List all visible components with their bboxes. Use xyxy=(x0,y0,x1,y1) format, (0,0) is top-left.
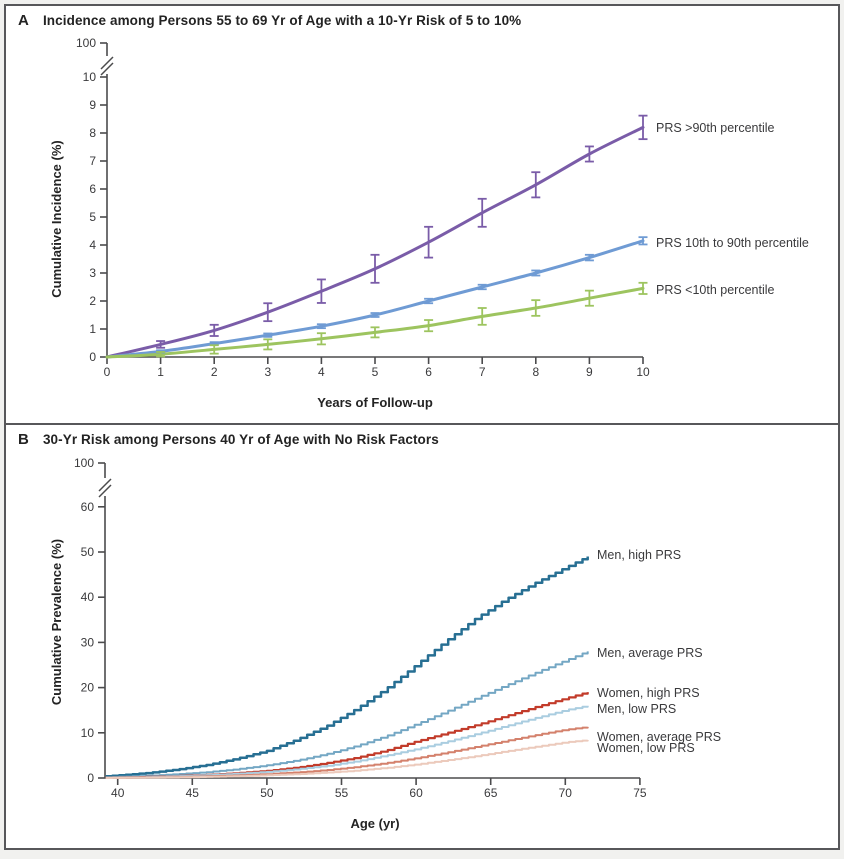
x-tick-label: 10 xyxy=(636,365,650,379)
x-tick-label: 1 xyxy=(157,365,164,379)
y-tick-label: 30 xyxy=(81,635,95,649)
series-line-prs-90th-percentile xyxy=(105,125,645,359)
x-tick-label: 3 xyxy=(264,365,271,379)
panel-b-title: 30-Yr Risk among Persons 40 Yr of Age wi… xyxy=(42,432,439,447)
panel-a-header: A Incidence among Persons 55 to 69 Yr of… xyxy=(18,12,521,29)
panel-b-x-axis-label: Age (yr) xyxy=(350,816,400,831)
panel-a-x-axis-label: Years of Follow-up xyxy=(317,395,433,410)
x-tick-label: 40 xyxy=(111,786,125,800)
y-tick-label: 50 xyxy=(81,545,95,559)
panel-b-letter: B xyxy=(18,431,29,448)
y-tick-label: 10 xyxy=(81,726,95,740)
x-tick-label: 8 xyxy=(532,365,539,379)
x-tick-label: 9 xyxy=(586,365,593,379)
panel-a-title: Incidence among Persons 55 to 69 Yr of A… xyxy=(42,13,522,28)
y-tick-label: 4 xyxy=(89,238,96,252)
x-tick-label: 50 xyxy=(260,786,274,800)
y-tick-label: 3 xyxy=(89,266,96,280)
panel-b-chart: 100 0 10 20 30 40 50 60 40 45 50 55 60 65 70 75 Men, hig… xyxy=(74,456,721,800)
y-tick-label: 20 xyxy=(81,681,95,695)
legend-label-men-low-prs: Men, low PRS xyxy=(597,702,676,716)
legend-label-prs-10th-to-90th-percentile: PRS 10th to 90th percentile xyxy=(656,236,809,250)
x-tick-label: 0 xyxy=(104,365,111,379)
x-tick-label: 5 xyxy=(372,365,379,379)
figure-frame: A Incidence among Persons 55 to 69 Yr of… xyxy=(4,4,840,850)
y-tick-label: 60 xyxy=(81,500,95,514)
y-tick-label: 7 xyxy=(89,154,96,168)
panel-b-header: B 30-Yr Risk among Persons 40 Yr of Age … xyxy=(18,431,439,448)
error-bars-prs-90th-percentile xyxy=(156,114,648,349)
panel-a-letter: A xyxy=(18,12,29,29)
series-line-men-high-prs xyxy=(105,556,589,778)
series-line-women-high-prs xyxy=(105,692,589,779)
y-tick-label: 8 xyxy=(89,126,96,140)
x-tick-label: 75 xyxy=(633,786,647,800)
y-tick-label: 6 xyxy=(89,182,96,196)
y-tick-label: 0 xyxy=(89,350,96,364)
axes: 100 0 10 20 30 40 50 60 40 45 50 55 60 65 70 75 xyxy=(74,456,647,800)
x-tick-label: 60 xyxy=(409,786,423,800)
x-tick-label: 55 xyxy=(335,786,349,800)
y-tick-label: 0 xyxy=(87,771,94,785)
y-tick-label: 1 xyxy=(89,322,96,336)
legend-label-women-average-prs: Women, average PRS xyxy=(597,730,721,744)
legend-label-prs-10th-percentile: PRS <10th percentile xyxy=(656,283,775,297)
y-axis-top-tick-label: 100 xyxy=(74,456,94,470)
legend-label-men-average-prs: Men, average PRS xyxy=(597,646,703,660)
error-bars-prs-10th-to-90th-percentile xyxy=(156,236,648,354)
x-tick-label: 70 xyxy=(559,786,573,800)
error-bars-prs-10th-percentile xyxy=(156,281,648,358)
y-tick-label: 5 xyxy=(89,210,96,224)
legend-label-women-low-prs: Women, low PRS xyxy=(597,741,695,755)
x-tick-label: 4 xyxy=(318,365,325,379)
x-tick-label: 65 xyxy=(484,786,498,800)
legend-label-men-high-prs: Men, high PRS xyxy=(597,548,681,562)
y-tick-label: 10 xyxy=(83,70,97,84)
series-line-men-average-prs xyxy=(105,651,589,779)
x-tick-label: 6 xyxy=(425,365,432,379)
y-axis-top-tick-label: 100 xyxy=(76,36,96,50)
y-tick-label: 2 xyxy=(89,294,96,308)
x-tick-label: 7 xyxy=(479,365,486,379)
legend-label-prs-90th-percentile: PRS >90th percentile xyxy=(656,121,775,135)
x-tick-label: 45 xyxy=(186,786,200,800)
panel-divider xyxy=(6,423,838,425)
y-tick-label: 40 xyxy=(81,590,95,604)
x-tick-label: 2 xyxy=(211,365,218,379)
series-line-women-low-prs xyxy=(105,739,589,779)
legend-label-women-high-prs: Women, high PRS xyxy=(597,686,700,700)
y-tick-label: 9 xyxy=(89,98,96,112)
